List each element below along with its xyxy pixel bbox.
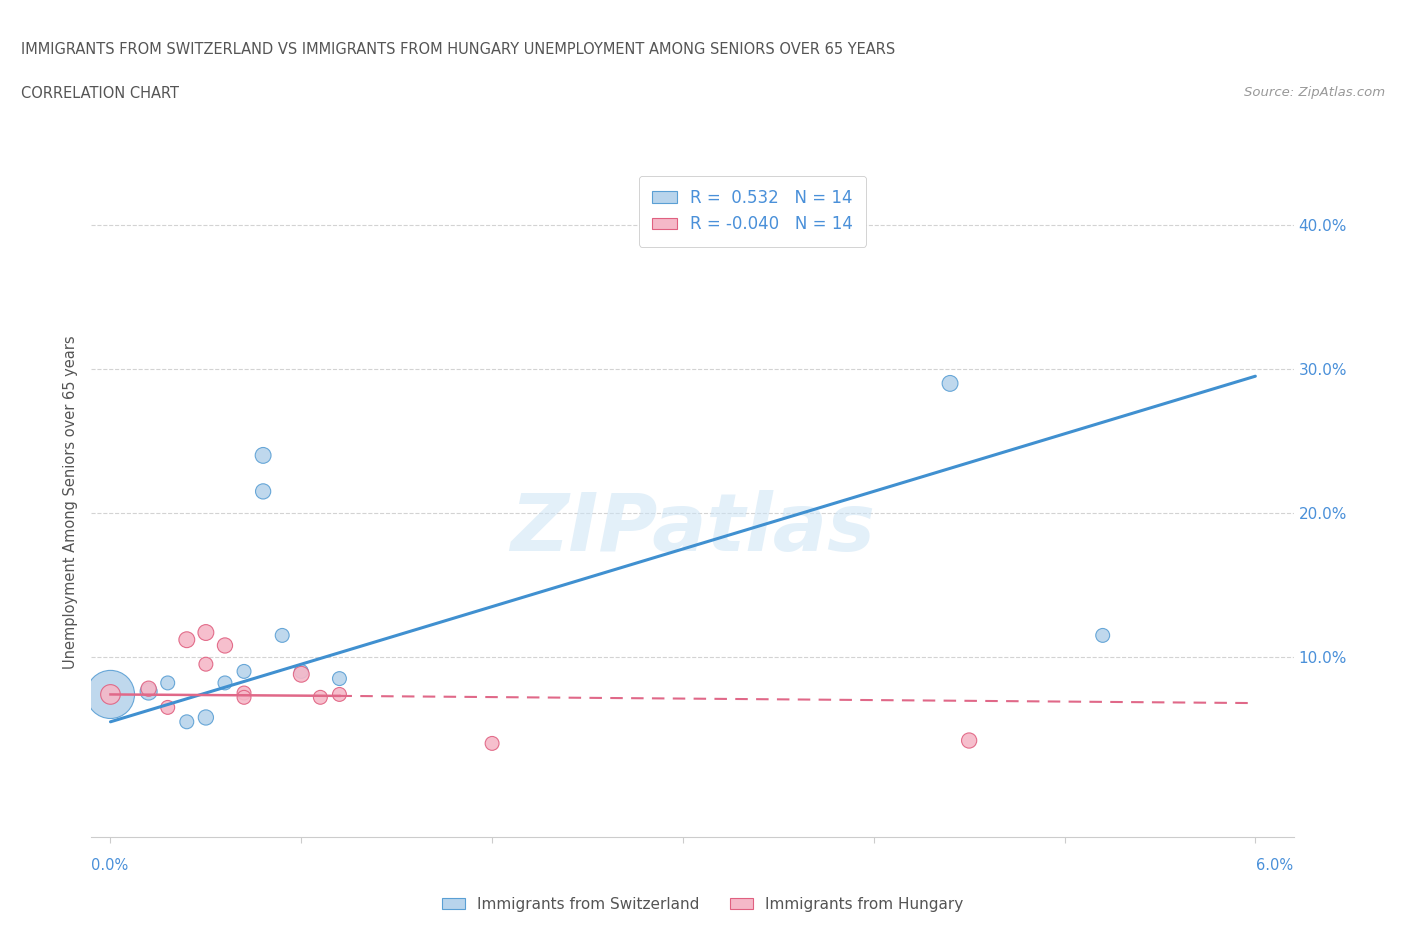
Point [100, 687, 122, 702]
Point [481, 736, 503, 751]
Text: 6.0%: 6.0% [1257, 857, 1294, 872]
Point [309, 690, 332, 705]
Point [233, 690, 256, 705]
Point [176, 632, 198, 647]
Y-axis label: Unemployment Among Seniors over 65 years: Unemployment Among Seniors over 65 years [62, 336, 77, 669]
Point [233, 685, 256, 700]
Point [271, 628, 294, 643]
Point [214, 638, 236, 653]
Point [233, 664, 256, 679]
Text: IMMIGRANTS FROM SWITZERLAND VS IMMIGRANTS FROM HUNGARY UNEMPLOYMENT AMONG SENIOR: IMMIGRANTS FROM SWITZERLAND VS IMMIGRANT… [21, 42, 896, 57]
Point [194, 710, 217, 724]
Point [328, 671, 350, 686]
Point [138, 682, 160, 697]
Legend: R =  0.532   N = 14, R = -0.040   N = 14: R = 0.532 N = 14, R = -0.040 N = 14 [638, 176, 866, 246]
Point [156, 675, 179, 690]
Text: 0.0%: 0.0% [91, 857, 128, 872]
Text: ZIPatlas: ZIPatlas [510, 490, 875, 568]
Point [138, 684, 160, 699]
Text: CORRELATION CHART: CORRELATION CHART [21, 86, 179, 100]
Point [176, 714, 198, 729]
Point [290, 667, 312, 682]
Point [252, 448, 274, 463]
Legend: Immigrants from Switzerland, Immigrants from Hungary: Immigrants from Switzerland, Immigrants … [436, 891, 970, 918]
Point [100, 687, 122, 702]
Point [214, 675, 236, 690]
Text: Source: ZipAtlas.com: Source: ZipAtlas.com [1244, 86, 1385, 99]
Point [252, 484, 274, 498]
Point [1091, 628, 1114, 643]
Point [194, 657, 217, 671]
Point [156, 700, 179, 715]
Point [194, 625, 217, 640]
Point [290, 664, 312, 679]
Point [328, 687, 350, 702]
Point [957, 733, 980, 748]
Point [939, 376, 962, 391]
